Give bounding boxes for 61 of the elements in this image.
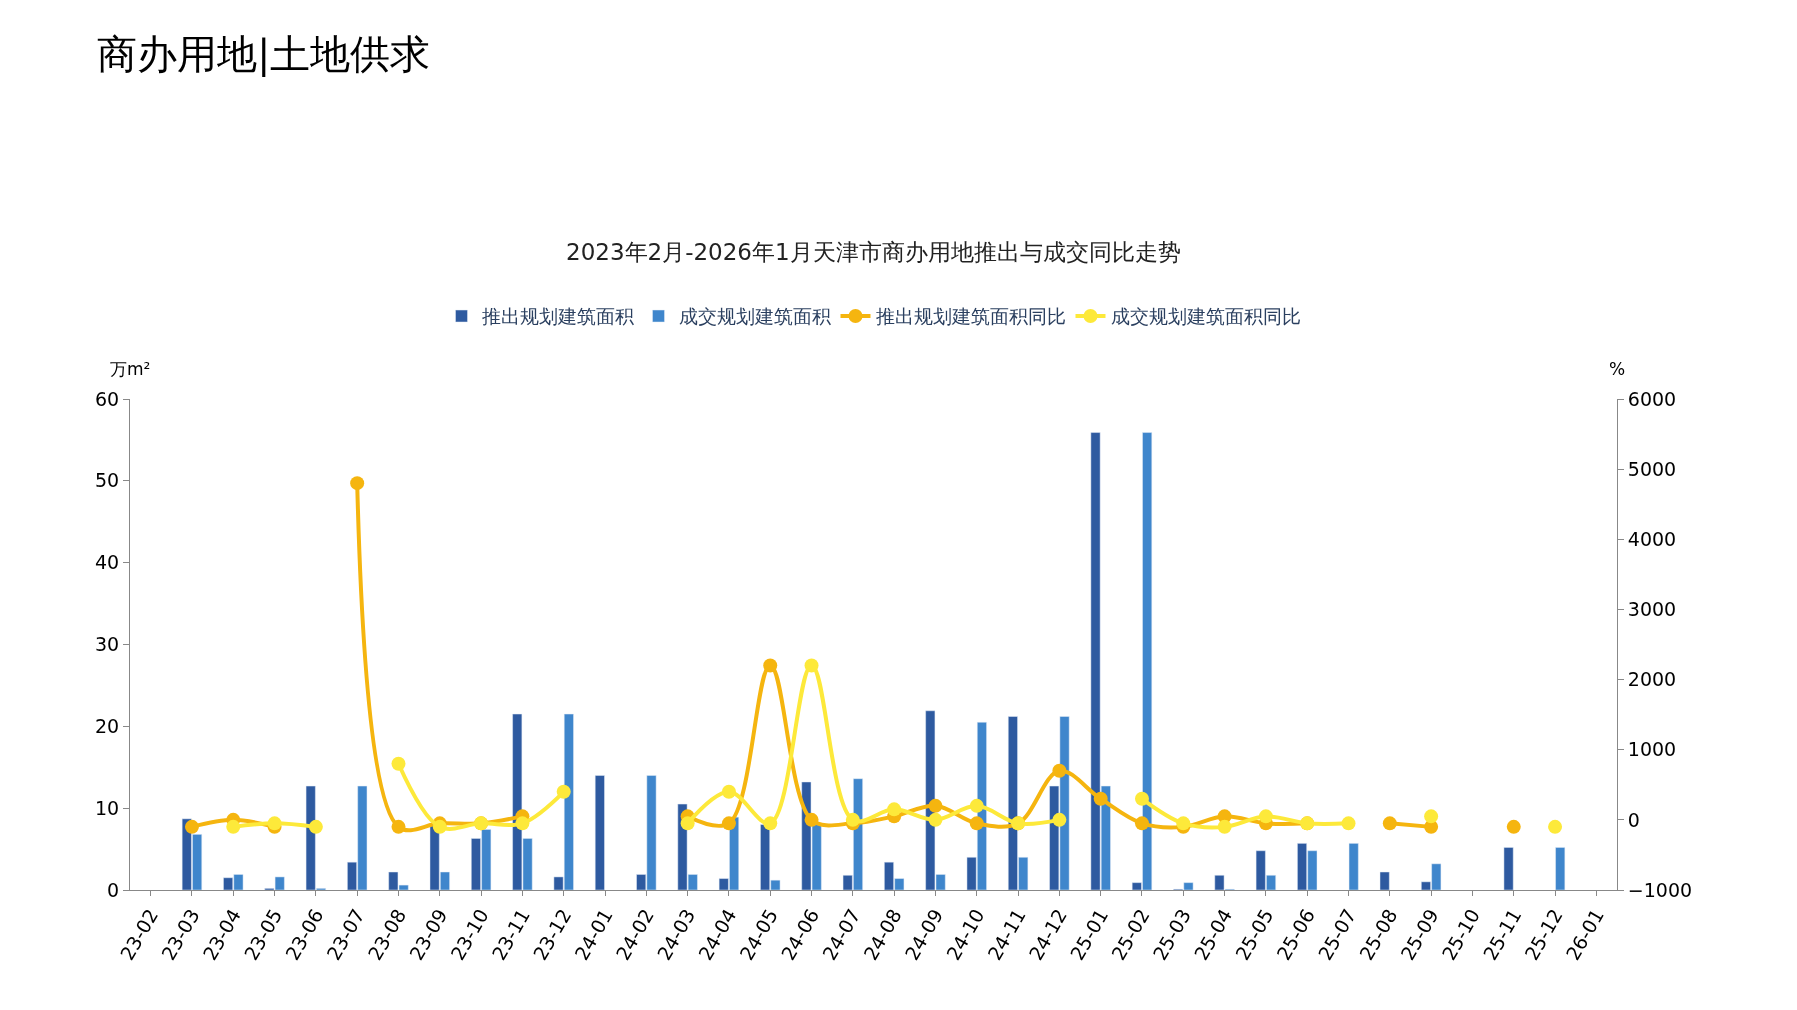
- point: [928, 798, 943, 813]
- point: [1052, 763, 1067, 778]
- point: [1135, 816, 1149, 831]
- y2-tick-label: 6000: [1627, 387, 1677, 410]
- bar: [1379, 871, 1390, 890]
- point: [1341, 816, 1356, 831]
- point: [308, 819, 323, 834]
- point: [763, 816, 778, 831]
- point: [721, 784, 736, 799]
- point: [804, 812, 819, 827]
- point: [680, 816, 695, 831]
- y-tick-label: 50: [95, 469, 120, 492]
- y2-axis-title: %: [1609, 359, 1626, 379]
- legend-label: 推出规划建筑面积同比: [875, 305, 1066, 328]
- chart-title: 商办用地|土地供求: [97, 31, 431, 77]
- point: [391, 819, 406, 834]
- point: [969, 798, 984, 813]
- point: [1548, 819, 1563, 834]
- point: [1506, 819, 1521, 834]
- point: [1135, 791, 1149, 806]
- y2-tick-label: 0: [1627, 808, 1640, 831]
- y2-tick-label: 1000: [1627, 738, 1677, 761]
- point: [887, 802, 902, 817]
- point: [184, 819, 199, 834]
- point: [556, 784, 571, 799]
- point: [391, 756, 406, 771]
- point: [515, 816, 530, 831]
- y2-tick-label: 3000: [1627, 598, 1677, 621]
- point: [969, 816, 984, 831]
- point: [763, 658, 778, 673]
- legend-label: 成交规划建筑面积同比: [1110, 305, 1301, 328]
- point: [1424, 809, 1439, 824]
- bar: [1348, 843, 1359, 890]
- y-axis-title: 万m²: [110, 359, 151, 379]
- point: [1093, 791, 1108, 806]
- point: [226, 819, 241, 834]
- y-tick-label: 40: [95, 551, 120, 574]
- y-tick-label: 0: [107, 878, 120, 901]
- point: [1382, 816, 1397, 831]
- y2-tick-label: 4000: [1627, 527, 1677, 550]
- y2-tick-label: −1000: [1627, 878, 1693, 901]
- point: [1217, 819, 1232, 834]
- point: [804, 658, 819, 673]
- y-tick-label: 30: [95, 633, 120, 656]
- point: [350, 476, 365, 491]
- bar: [594, 775, 605, 890]
- y-tick-label: 20: [95, 714, 120, 737]
- legend-label: 成交规划建筑面积: [678, 305, 831, 328]
- y2-tick-label: 2000: [1627, 668, 1677, 691]
- chart-subtitle: 2023年2月-2026年1月天津市商办用地推出与成交同比走势: [566, 239, 1181, 265]
- y-tick-label: 60: [95, 387, 120, 410]
- bar: [1503, 847, 1514, 890]
- y2-tick-label: 5000: [1627, 457, 1677, 480]
- point: [845, 812, 860, 827]
- point: [928, 812, 943, 827]
- point: [1258, 809, 1273, 824]
- legend-label: 推出规划建筑面积: [481, 305, 634, 328]
- point: [721, 816, 736, 831]
- y-tick-label: 10: [95, 796, 120, 819]
- point: [1052, 812, 1067, 827]
- bar: [1555, 847, 1566, 890]
